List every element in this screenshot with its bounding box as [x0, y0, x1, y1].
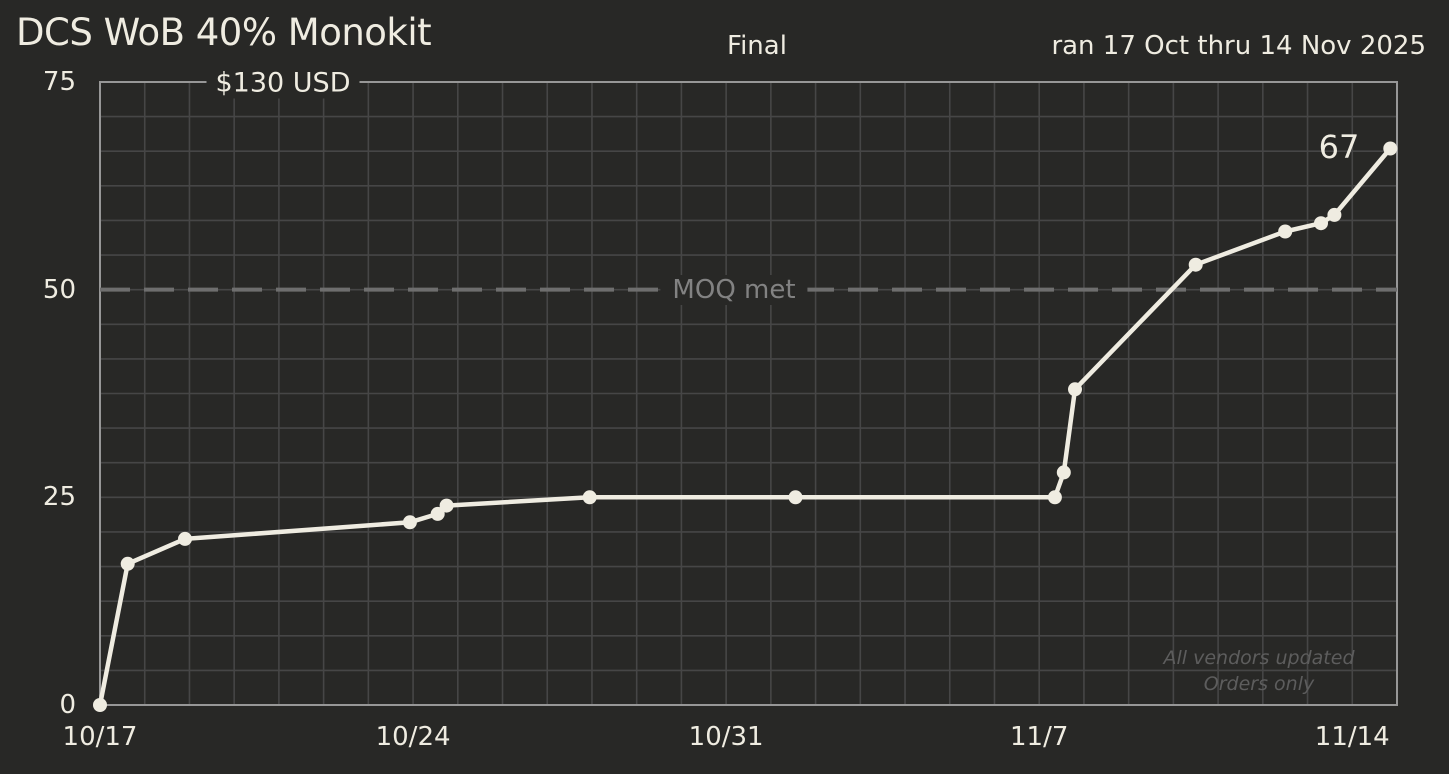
- y-tick-label: 50: [42, 274, 76, 305]
- data-point: [1068, 382, 1082, 397]
- data-point: [1383, 141, 1398, 156]
- data-point: [402, 515, 417, 530]
- data-point: [120, 556, 135, 571]
- y-tick-label: 25: [42, 482, 76, 513]
- plot-frame: [99, 81, 1398, 706]
- x-tick-label: 10/17: [62, 722, 138, 752]
- x-tick-label: 10/31: [688, 722, 764, 752]
- data-point: [788, 490, 803, 505]
- data-point: [582, 490, 597, 505]
- y-tick-label: 75: [42, 67, 76, 97]
- data-point: [93, 698, 107, 712]
- moq-met-label: MOQ met: [660, 275, 808, 305]
- price-annotation: $130 USD: [206, 67, 360, 99]
- data-point: [1047, 490, 1062, 505]
- status-label: Final: [727, 31, 787, 61]
- y-tick-label: 0: [59, 690, 76, 720]
- footnote-line-1: All vendors updated: [1163, 647, 1355, 669]
- orders-line: [97, 146, 1393, 708]
- data-point: [1327, 207, 1342, 222]
- x-tick-label: 10/24: [375, 722, 451, 752]
- x-tick-label: 11/7: [1010, 722, 1069, 752]
- data-point: [178, 531, 192, 546]
- data-point: [1314, 216, 1328, 231]
- data-point: [439, 498, 454, 513]
- footnote-line-2: Orders only: [1203, 673, 1315, 695]
- date-range-label: ran 17 Oct thru 14 Nov 2025: [1051, 31, 1426, 61]
- chart-title: DCS WoB 40% Monokit: [16, 11, 432, 54]
- data-point: [430, 506, 445, 521]
- footnote: All vendors updated Orders only: [1163, 645, 1354, 697]
- data-point: [1056, 465, 1071, 480]
- x-tick-label: 11/14: [1314, 722, 1390, 752]
- final-count-label: 67: [1318, 128, 1360, 166]
- data-point: [1278, 224, 1293, 239]
- data-point: [1188, 257, 1203, 272]
